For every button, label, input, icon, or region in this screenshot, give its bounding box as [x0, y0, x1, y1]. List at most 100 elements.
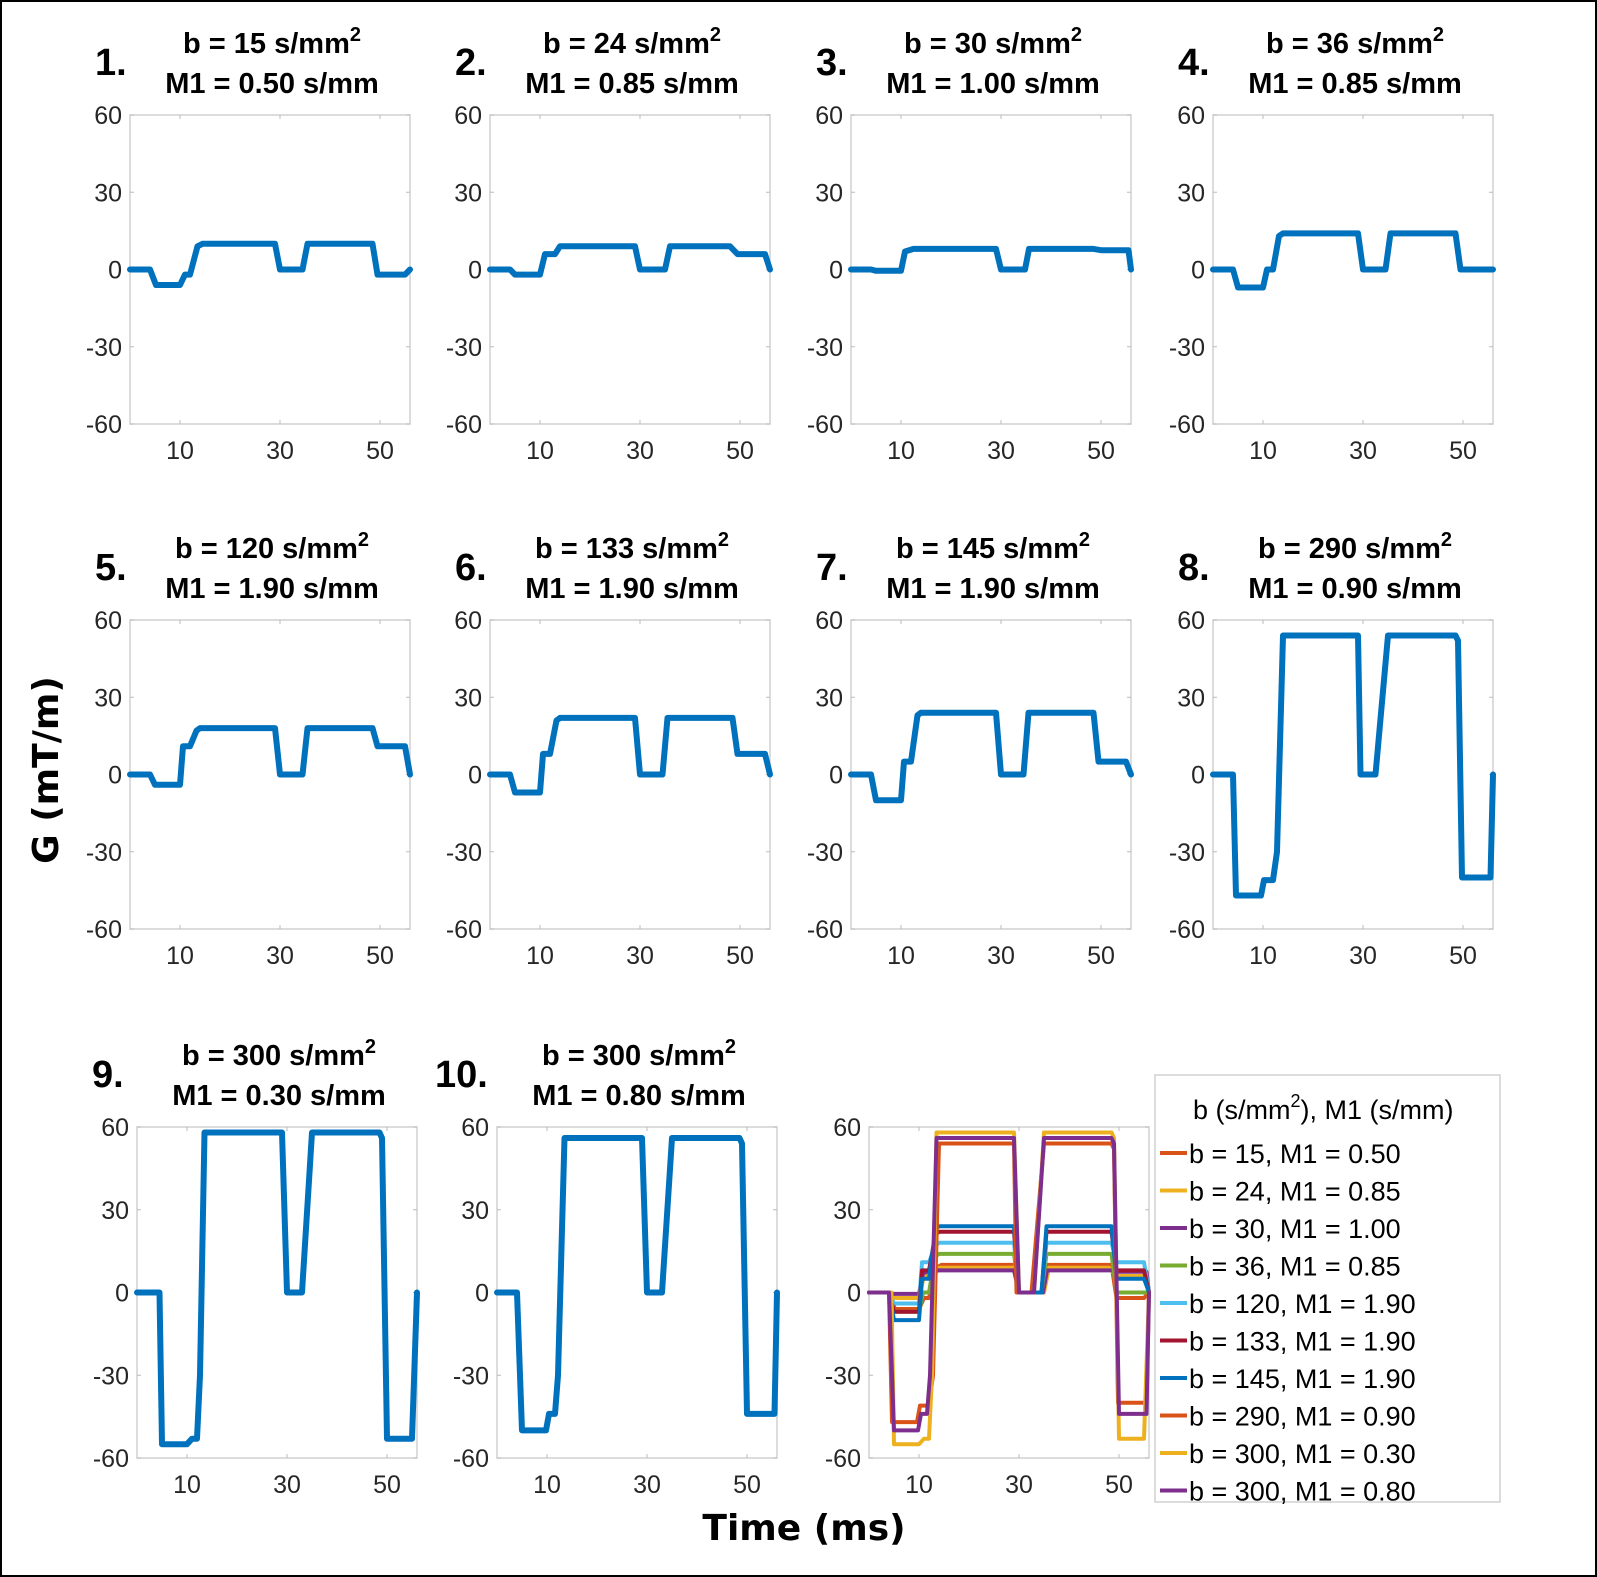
subplot-title-b: b = 15 s/mm2 [183, 24, 361, 60]
panel-number: 2. [455, 42, 487, 84]
x-tick-label: 10 [173, 1471, 201, 1499]
y-tick-label: -30 [825, 1362, 861, 1390]
x-tick-label: 30 [987, 942, 1015, 970]
x-tick-label: 10 [533, 1471, 561, 1499]
y-tick-label: 60 [461, 1114, 489, 1142]
legend-entry: b = 120, M1 = 1.90 [1189, 1289, 1416, 1319]
axes-box [1212, 619, 1494, 930]
y-tick-label: 30 [815, 684, 843, 712]
y-tick-label: 60 [454, 607, 482, 635]
subplot-title-b: b = 24 s/mm2 [543, 24, 721, 60]
y-tick-label: 30 [461, 1197, 489, 1225]
subplot-title-b: b = 36 s/mm2 [1266, 24, 1444, 60]
x-tick-label: 50 [726, 437, 754, 465]
legend-entry: b = 300, M1 = 0.80 [1189, 1477, 1416, 1507]
y-tick-label: 60 [815, 607, 843, 635]
panel-number: 5. [95, 547, 127, 589]
waveform-line [1210, 632, 1496, 899]
y-tick-label: 60 [94, 607, 122, 635]
y-tick-label: 30 [94, 179, 122, 207]
x-tick-label: 30 [1349, 942, 1377, 970]
axes-box [850, 619, 1132, 930]
y-tick-label: 0 [475, 1280, 489, 1308]
subplot-title-m1: M1 = 1.00 s/mm [886, 68, 1100, 100]
y-tick-label: -60 [93, 1445, 129, 1473]
y-tick-label: 60 [454, 102, 482, 130]
x-tick-label: 30 [266, 437, 294, 465]
panel-number: 4. [1178, 42, 1210, 84]
subplot-title-b: b = 120 s/mm2 [175, 529, 369, 565]
y-tick-label: -30 [446, 334, 482, 362]
x-tick-label: 30 [626, 942, 654, 970]
x-tick-label: 10 [166, 437, 194, 465]
y-tick-label: 30 [1177, 684, 1205, 712]
y-tick-label: 0 [829, 762, 843, 790]
y-tick-label: 0 [1191, 257, 1205, 285]
subplot-title-m1: M1 = 0.50 s/mm [165, 68, 379, 100]
waveform-line [127, 725, 413, 788]
subplot-4: 60 30 0 -30 -60 10 30 50 b = 36 s/mm2 M1 = 0.85 s… [1169, 24, 1496, 465]
axes-box [129, 619, 411, 930]
y-tick-label: 30 [454, 179, 482, 207]
y-tick-label: -30 [453, 1362, 489, 1390]
legend-entry: b = 30, M1 = 1.00 [1189, 1214, 1401, 1244]
axes-box [489, 114, 771, 425]
y-tick-label: -60 [825, 1445, 861, 1473]
subplot-title-b: b = 300 s/mm2 [182, 1036, 376, 1072]
y-tick-label: 30 [815, 179, 843, 207]
y-tick-label: 60 [1177, 102, 1205, 130]
legend: b (s/mm2), M1 (s/mm) b = 15, M1 = 0.50 b =… [1154, 1074, 1501, 1507]
waveform-line [848, 245, 1134, 274]
y-tick-label: -60 [453, 1445, 489, 1473]
x-tick-label: 50 [1105, 1471, 1133, 1499]
x-tick-label: 30 [273, 1471, 301, 1499]
axes-box [136, 1126, 418, 1459]
subplot-8: 60 30 0 -30 -60 10 30 50 b = 290 s/mm2 M1 = 0.90 … [1169, 529, 1496, 970]
panel-number: 9. [92, 1054, 124, 1096]
subplot-title-b: b = 133 s/mm2 [535, 529, 729, 565]
y-tick-label: 0 [847, 1280, 861, 1308]
axes-box [1212, 114, 1494, 425]
panel-number: 8. [1178, 547, 1210, 589]
subplot-title-m1: M1 = 1.90 s/mm [525, 573, 739, 605]
y-tick-label: 60 [1177, 607, 1205, 635]
y-tick-label: 0 [468, 762, 482, 790]
x-tick-label: 30 [987, 437, 1015, 465]
subplot-11: 60 30 0 -30 -60 10 30 50 b (s/mm2), M1 (s/mm) b =… [825, 1074, 1501, 1507]
axes-box [496, 1126, 778, 1459]
x-tick-label: 30 [633, 1471, 661, 1499]
waveform-line [127, 240, 413, 288]
subplot-title-m1: M1 = 0.85 s/mm [1248, 68, 1462, 100]
axes-box [489, 619, 771, 930]
axes-box [129, 114, 411, 425]
x-tick-label: 10 [887, 942, 915, 970]
y-tick-label: 60 [815, 102, 843, 130]
x-axis-title: Time (ms) [702, 1508, 905, 1549]
x-tick-label: 10 [166, 942, 194, 970]
y-tick-label: 30 [833, 1197, 861, 1225]
x-tick-label: 50 [1449, 942, 1477, 970]
y-tick-label: 30 [1177, 179, 1205, 207]
legend-entry: b = 133, M1 = 1.90 [1189, 1327, 1416, 1357]
subplot-2: 60 30 0 -30 -60 10 30 50 b = 24 s/mm2 M1 = 0.85 s… [446, 24, 773, 465]
series-line [867, 1136, 1151, 1433]
subplot-5: 60 30 0 -30 -60 10 30 50 b = 120 s/mm2 M1 = 1.90 … [86, 529, 413, 970]
y-tick-label: 60 [94, 102, 122, 130]
y-tick-label: 0 [115, 1280, 129, 1308]
x-tick-label: 10 [1249, 437, 1277, 465]
subplot-7: 60 30 0 -30 -60 10 30 50 b = 145 s/mm2 M1 = 1.90 … [807, 529, 1134, 970]
subplot-title-m1: M1 = 0.85 s/mm [525, 68, 739, 100]
y-tick-label: 0 [1191, 762, 1205, 790]
subplot-title-b: b = 300 s/mm2 [542, 1036, 736, 1072]
x-tick-label: 10 [905, 1471, 933, 1499]
y-tick-label: -60 [1169, 411, 1205, 439]
y-tick-label: -30 [807, 334, 843, 362]
subplot-title-b: b = 290 s/mm2 [1258, 529, 1452, 565]
y-tick-label: -60 [807, 916, 843, 944]
subplot-title-m1: M1 = 1.90 s/mm [886, 573, 1100, 605]
legend-entry: b = 145, M1 = 1.90 [1189, 1364, 1416, 1394]
x-tick-label: 10 [887, 437, 915, 465]
subplot-6: 60 30 0 -30 -60 10 30 50 b = 133 s/mm2 M1 = 1.90 … [446, 529, 773, 970]
subplot-title-m1: M1 = 0.80 s/mm [532, 1080, 746, 1112]
y-tick-label: 60 [101, 1114, 129, 1142]
